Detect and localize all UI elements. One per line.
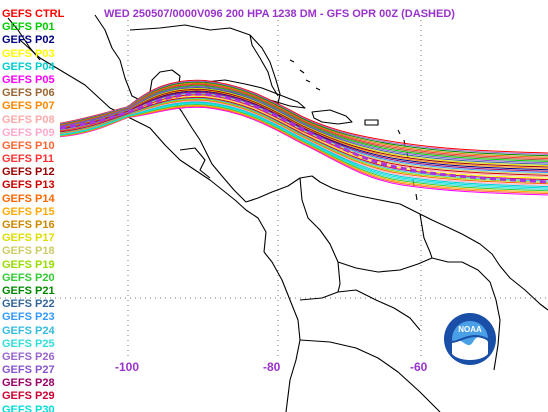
legend-item-gefs-p03: GEFS P03 [2,47,55,60]
legend-item-gefs-p15: GEFS P15 [2,205,55,218]
longitude-label-60w: -60 [410,360,428,374]
legend-item-gefs-p16: GEFS P16 [2,219,55,231]
legend-item-gefs-p10: GEFS P10 [2,139,55,152]
legend-item-gefs-p01: GEFS P01 [2,21,55,34]
legend-item-gefs-p02: GEFS P02 [2,34,55,47]
trace-gefs-p27 [59,86,548,164]
legend-item-gefs-p14: GEFS P14 [2,192,55,205]
longitude-gridlines [127,15,422,360]
legend-item-gefs-p08: GEFS P08 [2,113,55,126]
legend-item-gefs-p17: GEFS P17 [2,232,55,245]
legend-item-gefs-p04: GEFS P04 [2,60,55,73]
legend-item-gefs-p21: GEFS P21 [2,284,55,297]
legend-item-gefs-p07: GEFS P07 [2,100,55,113]
legend-item-gefs-p24: GEFS P24 [2,324,55,337]
legend-item-gefs-p18: GEFS P18 [2,245,55,258]
legend-item-gefs-p19: GEFS P19 [2,258,55,271]
legend-item-gefs-p23: GEFS P23 [2,311,55,324]
longitude-label-100w: -100 [115,360,140,374]
legend-item-gefs-p06: GEFS P06 [2,87,55,100]
legend-item-gefs-p29: GEFS P29 [2,390,55,403]
legend-item-gefs-p05: GEFS P05 [2,73,55,86]
longitude-label-80w: -80 [263,360,281,374]
member-legend: GEFS CTRL GEFS P01 GEFS P02 GEFS P03 GEFS P0… [2,8,64,412]
legend-item-gefs-p12: GEFS P12 [2,166,55,179]
ensemble-traces [59,79,548,196]
legend-item-gefs-p27: GEFS P27 [2,364,55,377]
legend-item-gefs-p28: GEFS P28 [2,377,55,390]
noaa-logo-text: NOAA [458,325,482,334]
legend-item-gefs-p30: GEFS P30 [2,403,55,412]
legend-item-gefs-p26: GEFS P26 [2,350,55,363]
gfs-operational-line [59,92,548,184]
legend-item-gefs-p11: GEFS P11 [2,153,54,166]
chart-title: WED 250507/0000V096 200 HPA 1238 DM - GF… [104,8,455,20]
legend-item-gefs-ctrl: GEFS CTRL [2,8,65,20]
legend-item-gefs-p20: GEFS P20 [2,271,55,284]
trace-gefs-p11 [59,83,548,160]
legend-item-gefs-p25: GEFS P25 [2,337,55,350]
legend-item-gefs-p22: GEFS P22 [2,298,55,311]
trace-gefs-p26 [59,80,548,155]
legend-item-gefs-p09: GEFS P09 [2,126,55,139]
trace-gefs-p30 [59,102,548,189]
legend-item-gefs-p13: GEFS P13 [2,179,55,192]
noaa-logo-icon: NOAA [443,312,497,366]
